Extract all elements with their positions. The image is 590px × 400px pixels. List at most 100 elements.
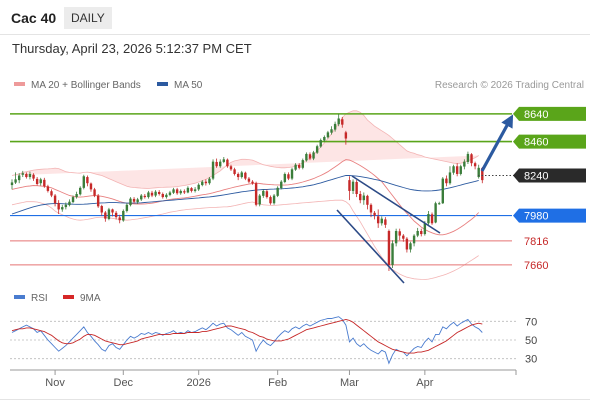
level-8460-tag bbox=[513, 134, 586, 149]
candle-body bbox=[10, 182, 14, 186]
legend-rsi9: 9MA bbox=[63, 293, 101, 304]
candle-body bbox=[150, 192, 154, 196]
candle-body bbox=[35, 178, 39, 184]
candle-body bbox=[430, 214, 434, 224]
candle-body bbox=[481, 168, 484, 181]
candle-body bbox=[46, 186, 50, 191]
candle-body bbox=[114, 212, 118, 218]
timeframe-button[interactable]: DAILY bbox=[64, 7, 112, 29]
candle-body bbox=[215, 161, 218, 167]
candle-body bbox=[222, 159, 226, 162]
candle-body bbox=[82, 176, 85, 188]
candle-body bbox=[423, 223, 427, 235]
rsi-tick-30: 30 bbox=[525, 354, 537, 366]
candle-body bbox=[452, 166, 455, 173]
candle-body bbox=[211, 161, 215, 179]
candle-body bbox=[369, 204, 373, 213]
x-tick-label: 2026 bbox=[186, 377, 210, 389]
candle-body bbox=[157, 191, 161, 194]
candle-body bbox=[337, 118, 340, 125]
candle-body bbox=[294, 164, 297, 170]
candle-body bbox=[240, 172, 243, 178]
candle-body bbox=[305, 153, 308, 161]
candle-body bbox=[366, 195, 369, 205]
candle-body bbox=[477, 167, 480, 178]
candle-body bbox=[409, 243, 412, 250]
forecast-arrow bbox=[480, 114, 514, 172]
candle-body bbox=[380, 218, 383, 224]
current-price-label: 8240 bbox=[524, 171, 548, 183]
ma20-line bbox=[11, 159, 480, 236]
candle-body bbox=[17, 175, 21, 181]
candle-body bbox=[323, 136, 326, 141]
candle-body bbox=[251, 181, 254, 184]
bollinger-band-area bbox=[12, 110, 479, 189]
candle-body bbox=[165, 194, 168, 198]
x-tick-label: Mar bbox=[340, 377, 359, 389]
candle-body bbox=[398, 231, 401, 236]
legend-rsi: RSI bbox=[14, 293, 48, 304]
x-tick-label: Apr bbox=[416, 377, 433, 389]
candle-body bbox=[355, 181, 358, 194]
candle-body bbox=[79, 187, 82, 195]
candle-body bbox=[470, 154, 473, 164]
candle-body bbox=[204, 181, 208, 184]
candle-body bbox=[107, 209, 111, 219]
ma50-swatch bbox=[157, 82, 168, 87]
candle-body bbox=[89, 183, 93, 190]
candle-body bbox=[147, 192, 150, 198]
candle-body bbox=[427, 214, 430, 224]
candle-body bbox=[14, 179, 17, 183]
candle-body bbox=[384, 219, 387, 225]
candle-body bbox=[57, 202, 60, 210]
current-price-tag bbox=[513, 168, 586, 183]
candle-body bbox=[376, 216, 380, 224]
candle-body bbox=[32, 174, 35, 179]
candle-body bbox=[402, 235, 405, 239]
x-tick-label: Nov bbox=[45, 377, 65, 389]
candle-body bbox=[179, 190, 182, 194]
candle-body bbox=[193, 189, 197, 191]
candle-body bbox=[420, 230, 423, 235]
candle-body bbox=[75, 194, 78, 198]
level-8460-label: 8460 bbox=[524, 137, 548, 149]
candle-body bbox=[50, 191, 53, 196]
bollinger-upper-line bbox=[11, 110, 479, 189]
trendline-upper bbox=[351, 175, 441, 234]
candle-body bbox=[387, 230, 391, 265]
candle-body bbox=[25, 173, 28, 178]
candle-body bbox=[104, 212, 107, 219]
candle-body bbox=[312, 152, 315, 159]
candle-body bbox=[28, 173, 32, 178]
candle-body bbox=[226, 159, 229, 167]
candle-body bbox=[290, 169, 294, 179]
candle-body bbox=[283, 173, 287, 182]
ma20-swatch bbox=[14, 82, 25, 87]
legend-ma20: MA 20 + Bollinger Bands bbox=[14, 80, 141, 91]
candle-body bbox=[183, 191, 186, 193]
level-7980-label: 7980 bbox=[524, 211, 548, 223]
bollinger-lower-line bbox=[11, 199, 479, 280]
candle-body bbox=[21, 173, 24, 175]
candle-body bbox=[359, 194, 362, 201]
candle-body bbox=[333, 123, 337, 130]
candle-body bbox=[298, 165, 301, 168]
rsi-tick-70: 70 bbox=[525, 316, 537, 328]
candle-body bbox=[341, 119, 344, 125]
candle-body bbox=[208, 178, 211, 184]
candle-body bbox=[71, 197, 75, 203]
candle-body bbox=[287, 174, 290, 179]
candle-body bbox=[39, 179, 42, 184]
candle-body bbox=[93, 189, 96, 196]
legend-rsi-label: RSI bbox=[31, 293, 48, 304]
candle-body bbox=[459, 166, 462, 174]
candle-body bbox=[272, 195, 276, 204]
candle-body bbox=[219, 161, 222, 167]
candle-body bbox=[186, 187, 190, 193]
candle-body bbox=[125, 204, 129, 211]
candle-body bbox=[445, 178, 448, 184]
candle-body bbox=[53, 195, 57, 204]
candle-body bbox=[405, 238, 409, 250]
candle-body bbox=[438, 203, 441, 205]
